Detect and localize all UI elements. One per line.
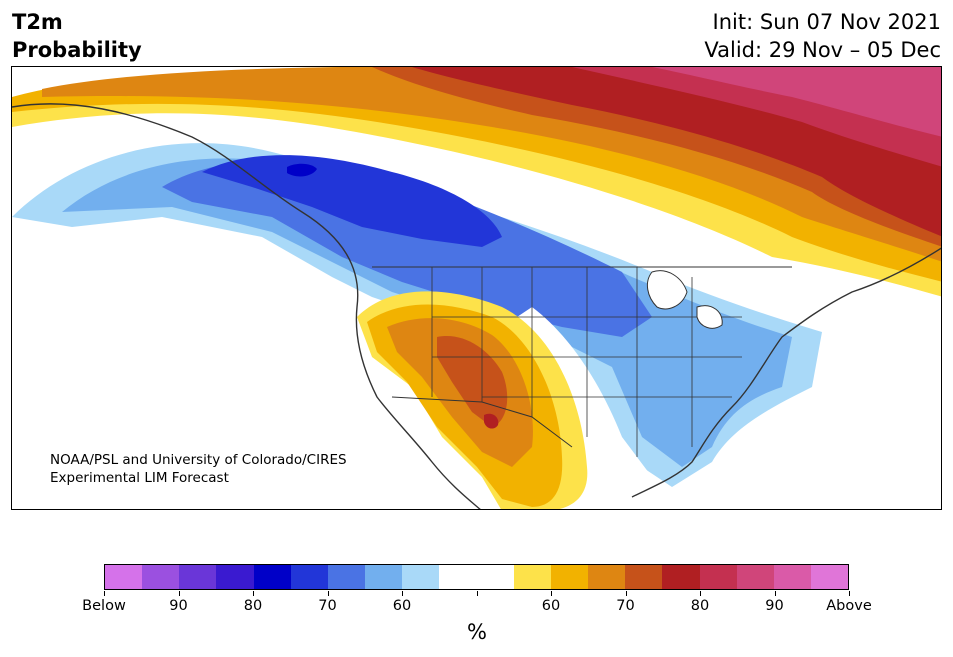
colorbar-tick [849,591,850,596]
colorbar-tick [104,591,105,596]
credit-line-2: Experimental LIM Forecast [50,470,229,486]
great-lakes [646,270,723,329]
band-below-80 [162,160,652,337]
colorbar-tick [774,591,776,596]
colorbar-tick [625,591,627,596]
colorbar-bin [810,565,849,589]
colorbar-bin [662,565,700,589]
colorbar-tick [327,591,329,596]
band-above-95-southwest [484,413,499,429]
colorbar-bin [327,565,366,589]
init-date: Init: Sun 07 Nov 2021 [712,10,941,34]
colorbar-bin [625,565,663,589]
colorbar-bin [105,565,143,589]
colorbar-tick [700,591,701,596]
map-title: T2m Probability [12,8,142,64]
title-line-1: T2m [12,10,63,34]
colorbar-bin [439,565,477,589]
colorbar-tick [253,591,254,596]
colorbar-tick [402,591,403,596]
colorbar-tick-label: 60 [392,598,412,614]
coastline-west [12,103,481,509]
colorbar-tick-label: Above [826,598,872,614]
credit-line-1: NOAA/PSL and University of Colorado/CIRE… [50,452,347,468]
state-lines [431,267,742,457]
date-info: Init: Sun 07 Nov 2021 Valid: 29 Nov – 05… [704,8,941,64]
colorbar-tick-label: 60 [541,598,561,614]
colorbar-bin [142,565,180,589]
colorbar-bin [365,565,403,589]
neutral-band-canada [12,120,792,307]
colorbar-tick-label: 80 [690,598,710,614]
band-below-max [287,163,317,177]
colorbar-bin [588,565,626,589]
colorbar [104,564,849,590]
colorbar-bin [179,565,217,589]
colorbar-tick [178,591,180,596]
valid-range: Valid: 29 Nov – 05 Dec [704,38,941,62]
colorbar-tick-label: Below [82,598,126,614]
colorbar-tick-label: 90 [169,598,188,614]
colorbar-tick [476,591,478,596]
colorbar-tick-label: 80 [243,598,263,614]
colorbar-bin [290,565,328,589]
colorbar-bin [513,565,551,589]
colorbar-bin [476,565,514,589]
credit-text: NOAA/PSL and University of Colorado/CIRE… [50,451,347,487]
map-canvas [12,67,941,509]
colorbar-tick-label: 70 [616,598,635,614]
colorbar-bin [736,565,774,589]
colorbar-bin [253,565,291,589]
colorbar-bin [550,565,589,589]
colorbar-bin [216,565,254,589]
colorbar-bin [773,565,811,589]
probability-map: NOAA/PSL and University of Colorado/CIRE… [11,66,942,510]
coastline-east [631,247,941,498]
title-line-2: Probability [12,38,142,62]
colorbar-tick [551,591,552,596]
colorbar-tick-label: 90 [765,598,784,614]
colorbar-unit: % [467,620,487,644]
colorbar-tick-label: 70 [318,598,337,614]
band-below-60 [12,143,822,487]
colorbar-bin [699,565,737,589]
band-below-90 [202,155,502,247]
colorbar-bin [402,565,440,589]
border-us-mexico [391,396,573,448]
band-above-top-north [652,67,941,137]
